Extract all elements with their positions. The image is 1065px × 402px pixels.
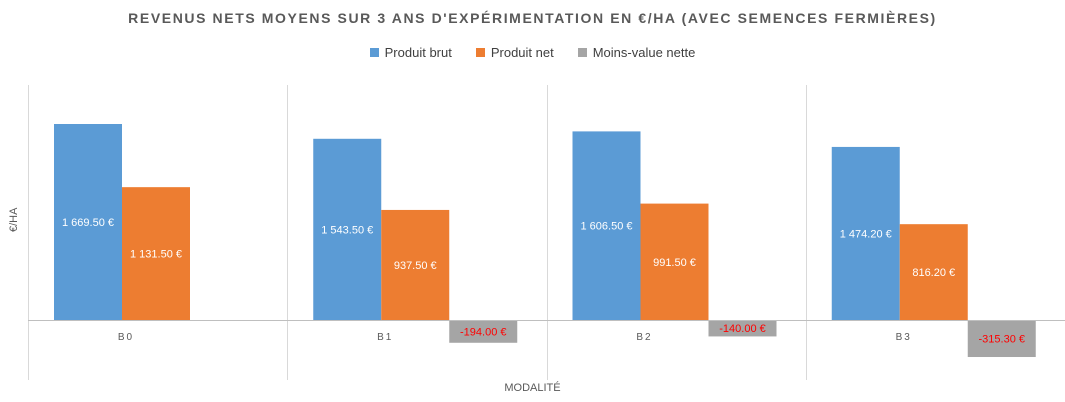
- chart-title: REVENUS NETS MOYENS SUR 3 ANS D'EXPÉRIME…: [128, 10, 937, 26]
- data-label: 816.20 €: [912, 267, 955, 279]
- bar: [967, 320, 1036, 358]
- data-label: 1 669.50 €: [62, 217, 114, 229]
- legend-item-moins-value-nette: Moins-value nette: [577, 45, 696, 60]
- data-label: 1 606.50 €: [581, 221, 633, 233]
- data-label: -140.00 €: [719, 323, 765, 335]
- bar: [708, 320, 777, 337]
- data-label: -194.00 €: [460, 326, 506, 338]
- data-label: 1 131.50 €: [130, 249, 182, 261]
- y-axis-label: €/HA: [8, 207, 20, 232]
- data-label: 991.50 €: [653, 257, 696, 269]
- legend-label-produit-net: Produit net: [490, 45, 554, 60]
- data-label: 1 474.20 €: [840, 228, 892, 240]
- category-tick-label: B0: [118, 332, 134, 343]
- category-tick-label: B2: [636, 332, 652, 343]
- x-axis-label: MODALITÉ: [504, 382, 561, 394]
- category-tick-label: B1: [377, 332, 393, 343]
- legend: Produit brut Produit net Moins-value net…: [0, 45, 1065, 60]
- legend-label-produit-brut: Produit brut: [384, 45, 452, 60]
- legend-label-moins-value-nette: Moins-value nette: [592, 45, 696, 60]
- bar: [831, 146, 900, 320]
- bar: [381, 209, 450, 320]
- bar: [313, 138, 382, 320]
- bar: [122, 187, 190, 320]
- bar: [640, 203, 709, 320]
- category-tick-label: B3: [896, 332, 912, 343]
- data-label: 1 543.50 €: [321, 224, 373, 236]
- data-label: 937.50 €: [394, 260, 437, 272]
- data-label: -315.30 €: [979, 334, 1025, 346]
- bar: [54, 124, 122, 320]
- legend-item-produit-net: Produit net: [475, 45, 554, 60]
- legend-swatch-produit-net: [475, 48, 485, 57]
- bar: [899, 224, 968, 320]
- bar: [449, 320, 518, 343]
- legend-swatch-produit-brut: [369, 48, 379, 57]
- legend-item-produit-brut: Produit brut: [369, 45, 452, 60]
- bar: [572, 131, 641, 320]
- legend-swatch-moins-value-nette: [577, 48, 587, 57]
